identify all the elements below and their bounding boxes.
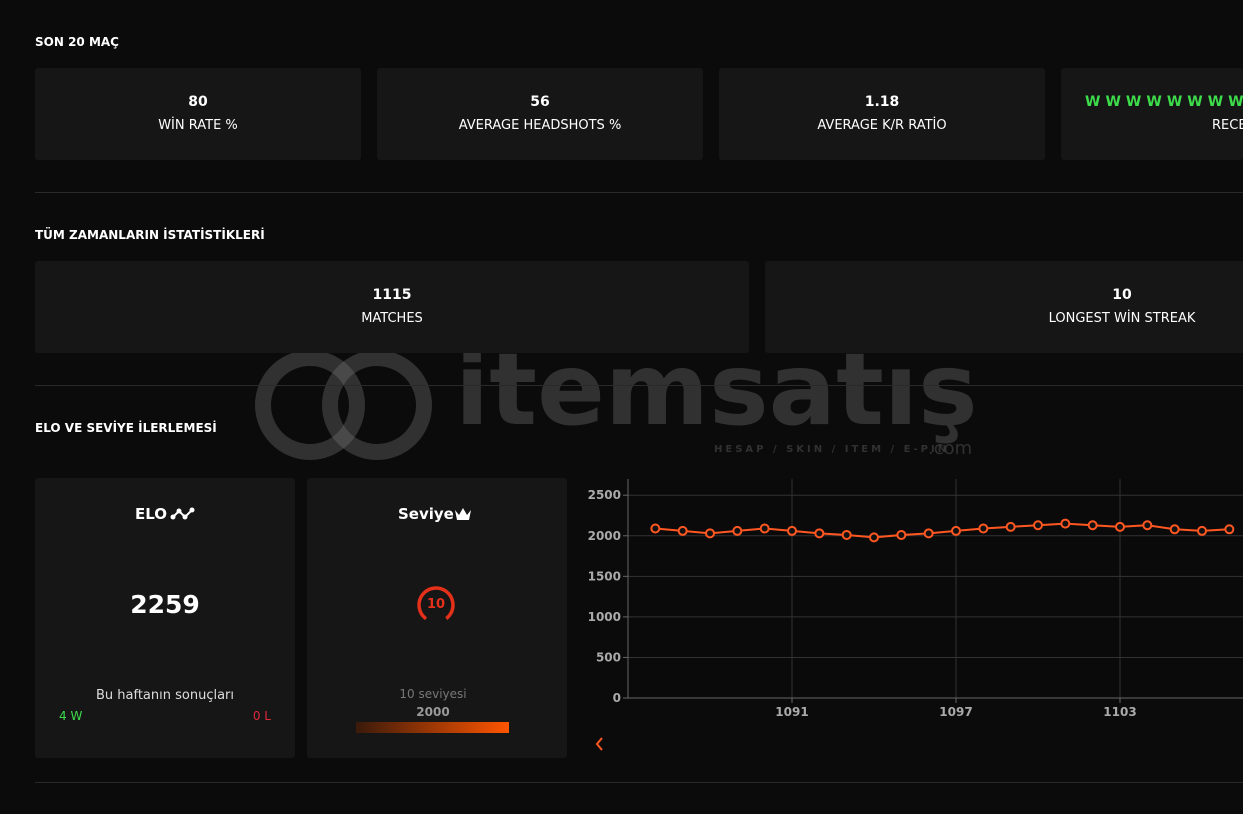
y-tick-label: 1500 — [588, 569, 621, 583]
result: W — [1187, 94, 1203, 110]
crown-icon — [455, 508, 471, 520]
data-point — [787, 525, 797, 536]
x-tick-label: 1091 — [775, 705, 808, 719]
elo-title: ELO — [135, 505, 168, 523]
result: W — [1146, 94, 1162, 110]
stat-label: AVERAGE K/R RATİO — [817, 118, 947, 133]
result: W — [1105, 94, 1121, 110]
y-tick-label: 1000 — [588, 610, 621, 624]
stat-label: AVERAGE HEADSHOTS % — [458, 118, 622, 133]
stat-value: 56 — [530, 94, 550, 110]
results-row: WWWWWWWWWW — [1085, 94, 1243, 110]
stat-card: 80 WİN RATE % — [35, 68, 361, 160]
elo-value: 2259 — [130, 590, 200, 619]
level-bar — [356, 722, 509, 733]
data-point — [951, 525, 961, 536]
watermark-domain: .com — [928, 438, 973, 459]
stat-card: 56 AVERAGE HEADSHOTS % — [377, 68, 703, 160]
level-gauge — [417, 586, 455, 624]
data-point — [1033, 520, 1043, 531]
divider — [35, 782, 1243, 783]
data-point — [869, 532, 879, 543]
results-label: RECE — [1212, 118, 1243, 133]
level-threshold: 2000 — [416, 705, 450, 719]
data-point — [732, 525, 743, 536]
data-point — [1142, 520, 1153, 531]
y-tick-label: 2500 — [588, 488, 621, 502]
result: W — [1085, 94, 1101, 110]
data-point — [814, 528, 825, 539]
y-tick-label: 500 — [596, 650, 621, 664]
data-point — [978, 523, 989, 534]
divider — [35, 192, 1243, 193]
week-label: Bu haftanın sonuçları — [95, 688, 235, 703]
data-point — [923, 528, 934, 539]
data-point — [1115, 521, 1125, 532]
x-tick-label: 1097 — [939, 705, 972, 719]
week-wins: 4 W — [59, 709, 83, 723]
data-point — [841, 529, 852, 540]
data-point — [1005, 521, 1016, 532]
data-point — [1224, 524, 1235, 535]
data-point — [1197, 525, 1207, 536]
result: W — [1207, 94, 1224, 110]
elo-icon — [170, 507, 195, 520]
divider — [35, 385, 1243, 386]
stat-value: 10 — [1112, 287, 1132, 303]
watermark-tagline: HESAP / SKIN / ITEM / E-PIN — [714, 444, 950, 455]
level-title: Seviye — [398, 505, 454, 523]
stat-label: MATCHES — [361, 311, 423, 326]
data-point — [896, 529, 907, 540]
level-card: Seviye 10 10 seviyesi 2000 — [307, 478, 567, 758]
stat-label: WİN RATE % — [158, 118, 238, 133]
level-number: 10 — [426, 597, 446, 612]
stat-value: 1.18 — [864, 94, 900, 110]
section-title: SON 20 MAÇ — [35, 35, 119, 49]
series-line — [655, 522, 1230, 539]
x-tick-label: 1103 — [1103, 705, 1136, 719]
stat-label: LONGEST WİN STREAK — [1048, 311, 1196, 326]
stat-card: 1.18 AVERAGE K/R RATİO — [719, 68, 1045, 160]
elo-card: ELO 2259 Bu haftanın sonuçları 4 W 0 L — [35, 478, 295, 758]
data-point — [1060, 518, 1071, 529]
stat-value: 1115 — [372, 287, 412, 303]
watermark-logo — [255, 350, 432, 460]
week-losses: 0 L — [252, 709, 271, 723]
data-point — [677, 525, 688, 536]
data-point — [705, 528, 715, 539]
data-point — [1169, 524, 1180, 535]
result: W — [1166, 94, 1183, 110]
stat-card: 1115 MATCHES — [35, 261, 749, 353]
data-point — [650, 523, 661, 534]
section-title: TÜM ZAMANLARIN İSTATİSTİKLERİ — [35, 228, 265, 242]
y-tick-label: 0 — [613, 691, 621, 705]
data-point — [759, 523, 770, 534]
prev-arrow[interactable] — [595, 737, 603, 751]
stat-card: 10 LONGEST WİN STREAK — [765, 261, 1243, 353]
level-label: 10 seviyesi — [399, 687, 467, 701]
result: W — [1228, 94, 1243, 110]
stat-value: 80 — [188, 94, 208, 110]
data-point — [1087, 520, 1098, 531]
results-card: WWWWWWWWWW RECE — [1061, 68, 1243, 160]
y-tick-label: 2000 — [588, 529, 621, 543]
watermark-brand: itemsatış — [455, 331, 978, 448]
result: W — [1125, 94, 1142, 110]
section-title: ELO VE SEVİYE İLERLEMESİ — [35, 421, 217, 435]
plot-area — [628, 479, 1243, 698]
